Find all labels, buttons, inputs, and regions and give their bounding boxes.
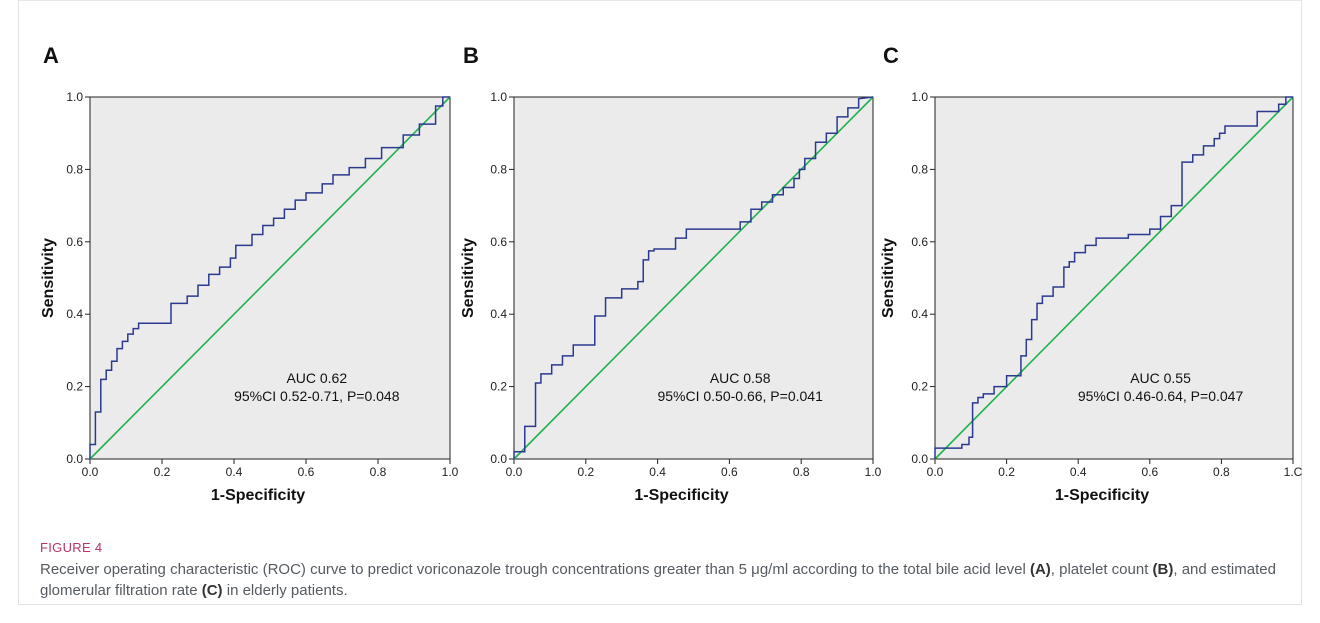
panel-letter: B	[463, 43, 479, 68]
y-tick-label: 1.0	[911, 90, 928, 104]
x-tick-label: 0.8	[793, 465, 810, 479]
x-tick-label: 0.4	[226, 465, 243, 479]
auc-annotation: AUC 0.58	[710, 370, 771, 386]
roc-chart-a: A 0.0 0.2 0.4 0.6 0.8 1.0 0.0 0.2 0.4 0.6 0.8 1.0 1-S…	[40, 43, 459, 504]
panel-letter: C	[883, 43, 899, 68]
roc-chart-c: C 0.0 0.2 0.4 0.6 0.8 1.C 0.0 0.2 0.4 0.6 0.8 1.0 1-S…	[880, 43, 1303, 504]
x-tick-label: 0.8	[1213, 465, 1230, 479]
roc-curve	[934, 96, 1293, 459]
ci-annotation: 95%CI 0.52-0.71, P=0.048	[234, 388, 400, 404]
y-tick-label: 0.4	[66, 307, 83, 321]
y-tick-label: 0.2	[911, 380, 928, 394]
x-tick-label: 0.0	[506, 465, 523, 479]
y-tick-label: 0.6	[66, 235, 83, 249]
y-tick-label: 0.4	[911, 307, 928, 321]
reference-line	[513, 96, 874, 460]
x-tick-label: 1.0	[865, 465, 882, 479]
y-tick-label: 0.8	[911, 162, 928, 176]
x-tick-label: 0.4	[649, 465, 666, 479]
x-tick-label: 1.0	[442, 465, 459, 479]
figure-caption: Receiver operating characteristic (ROC) …	[40, 561, 1276, 599]
y-tick-label: 0.8	[66, 162, 83, 176]
y-axis-title: Sensitivity	[40, 238, 57, 318]
y-tick-label: 0.6	[490, 235, 507, 249]
y-tick-label: 1.0	[490, 90, 507, 104]
x-axis-title: 1-Specificity	[634, 487, 728, 504]
roc-chart-b: B 0.0 0.2 0.4 0.6 0.8 1.0 0.0 0.2 0.4 0.6 0.8 1.0 1-S…	[460, 43, 882, 504]
y-tick-label: 0.2	[490, 380, 507, 394]
panel-letter: A	[43, 43, 59, 68]
y-axis-title: Sensitivity	[460, 238, 477, 318]
x-tick-label: 0.0	[82, 465, 99, 479]
x-tick-label: 0.6	[721, 465, 738, 479]
auc-annotation: AUC 0.62	[286, 370, 347, 386]
y-axis-title: Sensitivity	[880, 238, 897, 318]
x-tick-label: 0.0	[927, 465, 944, 479]
x-tick-label: 0.2	[577, 465, 594, 479]
x-tick-label: 0.2	[154, 465, 171, 479]
figure-frame	[18, 0, 1302, 605]
y-tick-label: 0.4	[490, 307, 507, 321]
x-tick-label: 1.C	[1284, 465, 1303, 479]
figure-label: FIGURE 4	[40, 540, 103, 555]
x-tick-label: 0.2	[998, 465, 1015, 479]
y-tick-label: 0.2	[66, 380, 83, 394]
figure-charts: A 0.0 0.2 0.4 0.6 0.8 1.0 0.0 0.2 0.4 0.6 0.8 1.0 1-S…	[40, 43, 1303, 504]
ci-annotation: 95%CI 0.46-0.64, P=0.047	[1078, 388, 1244, 404]
x-tick-label: 0.6	[1141, 465, 1158, 479]
y-tick-label: 0.8	[490, 162, 507, 176]
y-tick-label: 0.0	[911, 452, 928, 466]
reference-line	[934, 96, 1294, 460]
y-tick-label: 0.0	[66, 452, 83, 466]
auc-annotation: AUC 0.55	[1130, 370, 1191, 386]
y-tick-label: 1.0	[66, 90, 83, 104]
x-tick-label: 0.4	[1070, 465, 1087, 479]
x-axis-title: 1-Specificity	[211, 487, 305, 504]
x-tick-label: 0.6	[298, 465, 315, 479]
y-tick-label: 0.6	[911, 235, 928, 249]
roc-curve	[513, 96, 874, 459]
x-axis-title: 1-Specificity	[1055, 487, 1149, 504]
reference-line	[89, 96, 451, 460]
roc-curve	[89, 96, 450, 459]
x-tick-label: 0.8	[370, 465, 387, 479]
y-tick-label: 0.0	[490, 452, 507, 466]
ci-annotation: 95%CI 0.50-0.66, P=0.041	[657, 388, 823, 404]
